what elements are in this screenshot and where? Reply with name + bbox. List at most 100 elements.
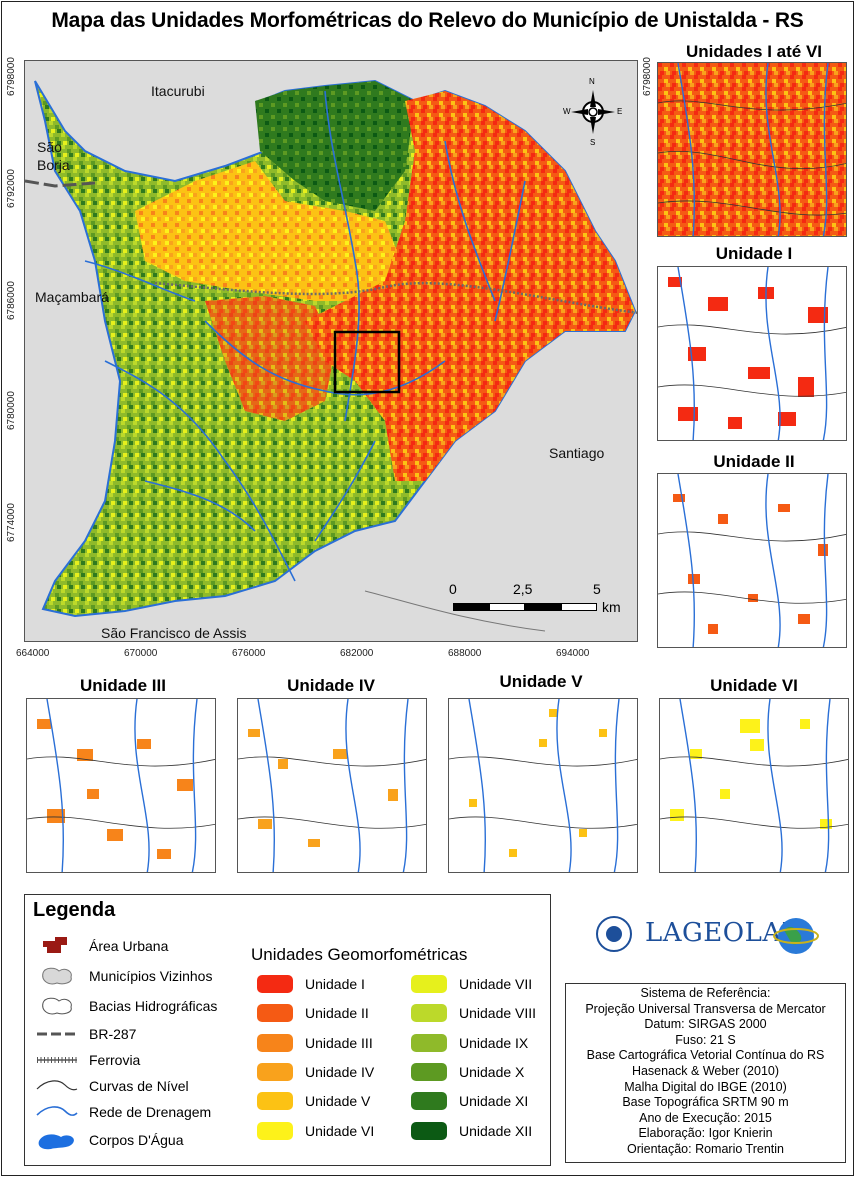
inset-title: Unidade VI — [710, 676, 798, 695]
info-line: Projeção Universal Transversa de Mercato… — [585, 1001, 826, 1016]
legend-unit-item: Unidade IX — [411, 1032, 528, 1054]
legend-unit-item: Unidade III — [257, 1032, 373, 1054]
inset-canvas — [449, 699, 637, 872]
unit-color-swatch — [411, 1004, 447, 1023]
water-body-icon — [38, 1134, 74, 1150]
unit-color-swatch — [257, 1004, 293, 1023]
relief-zone — [205, 296, 335, 421]
unit-color-swatch — [411, 1033, 447, 1052]
scale-label: 0 — [449, 581, 457, 597]
y-tick: 6780000 — [6, 391, 17, 430]
legend-item-urban: Área Urbana — [33, 935, 168, 957]
unit-color-swatch — [411, 1121, 447, 1140]
inset-canvas — [660, 699, 848, 872]
legend-unit-item: Unidade II — [257, 1002, 369, 1024]
legend-unit-item: Unidade V — [257, 1090, 370, 1112]
neighbor-municipality-icon — [42, 967, 72, 985]
unit-label: Unidade V — [305, 1093, 371, 1110]
inset-unit-6 — [659, 698, 849, 873]
neighbor-boundary — [364, 590, 546, 632]
neighbor-label-west: Maçambará — [35, 289, 109, 305]
unit-label: Unidade IV — [305, 1063, 375, 1080]
inset-canvas — [658, 474, 846, 647]
unit-label: Unidade IX — [459, 1034, 529, 1051]
units-title: Unidades Geomorfométricas — [251, 945, 468, 964]
inset-canvas — [658, 63, 846, 236]
y-tick: 6798000 — [6, 57, 17, 96]
y-tick: 6792000 — [6, 169, 17, 208]
neighbor-label-east: Santiago — [549, 445, 605, 461]
y-tick: 6786000 — [6, 281, 17, 320]
reference-info-box: Sistema de Referência: Projeção Universa… — [565, 983, 846, 1163]
info-line: Base Cartográfica Vetorial Contínua do R… — [586, 1048, 825, 1063]
inset-unit-5 — [448, 698, 638, 873]
globe-icon — [773, 918, 819, 954]
inset-title: Unidades I até VI — [685, 42, 823, 61]
neighbor-label-northwest: São — [37, 139, 62, 155]
legend-item-neighbors: Municípios Vizinhos — [33, 965, 212, 987]
legend-item-contours: Curvas de Nível — [33, 1075, 189, 1097]
x-tick: 694000 — [556, 648, 590, 659]
info-line: Elaboração: Igor Knierin — [638, 1126, 773, 1141]
relief-zone — [255, 81, 415, 211]
legend-item-road: BR-287 — [33, 1023, 136, 1045]
legend-unit-item: Unidade I — [257, 973, 365, 995]
unit-color-swatch — [257, 1033, 293, 1052]
inset-title: Unidade II — [713, 452, 795, 471]
north-letter: N — [589, 77, 595, 86]
study-area-box — [333, 330, 401, 394]
unit-label: Unidade VI — [305, 1122, 375, 1139]
east-letter: E — [617, 107, 623, 116]
main-map: Itacurubi São Borja Maçambará Santiago S… — [24, 60, 638, 642]
info-line: Sistema de Referência: — [640, 986, 771, 1000]
inset-unit-3 — [26, 698, 216, 873]
inset-unit-4 — [237, 698, 427, 873]
unit-label: Unidade II — [305, 1005, 369, 1022]
legend-unit-item: Unidade XII — [411, 1120, 532, 1142]
scale-bar: 0 2,5 5 km — [449, 581, 629, 621]
unit-label: Unidade I — [305, 976, 365, 992]
inset-unit-2 — [657, 473, 847, 648]
info-line: Base Topográfica SRTM 90 m — [622, 1095, 789, 1110]
legend-unit-item: Unidade XI — [411, 1090, 528, 1112]
urban-area-icon — [43, 937, 67, 953]
inset-title: Unidade III — [80, 676, 166, 695]
info-line: Ano de Execução: 2015 — [639, 1110, 772, 1125]
neighbor-label-north: Itacurubi — [151, 83, 205, 99]
unit-color-swatch — [411, 975, 447, 993]
railway-icon — [37, 1057, 77, 1063]
drainage-network — [84, 90, 526, 582]
info-line: Fuso: 21 S — [675, 1032, 736, 1047]
lab-globe-logo-icon — [772, 908, 820, 960]
compass-icon — [571, 90, 615, 134]
info-line: Malha Digital do IBGE (2010) — [624, 1079, 787, 1094]
unit-color-swatch — [257, 1062, 293, 1081]
y-tick: 6798000 — [642, 57, 653, 96]
unit-color-swatch — [411, 1062, 447, 1081]
railway-line — [154, 281, 637, 314]
unit-label: Unidade XI — [459, 1093, 529, 1110]
road-line-icon — [37, 1032, 77, 1036]
unit-label: Unidade VIII — [459, 1005, 537, 1022]
scale-unit: km — [602, 599, 621, 615]
x-tick: 670000 — [124, 648, 158, 659]
inset-unit-1 — [657, 266, 847, 441]
legend-item-water: Corpos D'Água — [33, 1129, 184, 1151]
legend-unit-item: Unidade X — [411, 1061, 524, 1083]
scale-label: 5 — [593, 581, 601, 597]
legend-unit-item: Unidade VII — [411, 973, 532, 995]
legend-item-railway: Ferrovia — [33, 1049, 140, 1071]
x-tick: 664000 — [16, 648, 50, 659]
west-letter: W — [563, 107, 571, 116]
relief-zone — [135, 161, 405, 301]
south-letter: S — [590, 138, 596, 147]
inset-all-units — [657, 62, 847, 237]
legend-unit-item: Unidade VIII — [411, 1002, 536, 1024]
scale-label: 2,5 — [513, 581, 533, 597]
neighbor-label-northwest: Borja — [37, 157, 70, 173]
neighbor-label-south: São Francisco de Assis — [101, 625, 247, 641]
info-line: Hasenack & Weber (2010) — [631, 1063, 780, 1078]
legend-unit-item: Unidade VI — [257, 1120, 374, 1142]
inset-canvas — [238, 699, 426, 872]
